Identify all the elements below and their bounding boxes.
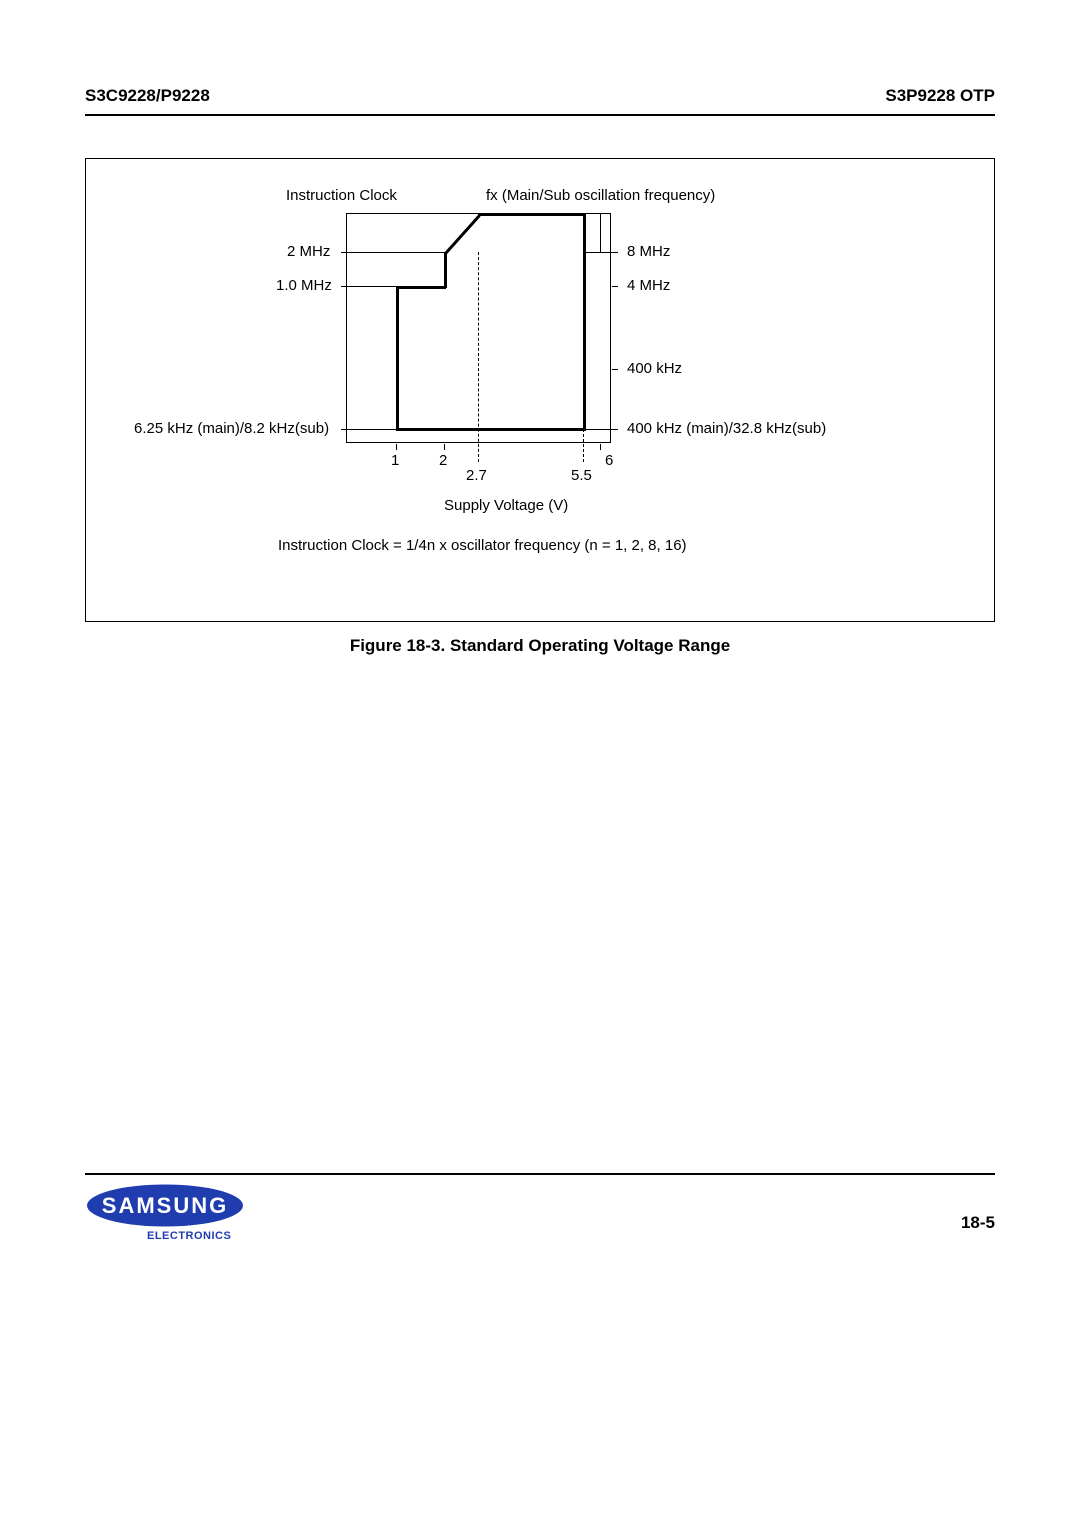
poly-diag — [444, 214, 481, 255]
xlabel-1: 1 — [391, 452, 399, 469]
xtick-1 — [396, 444, 397, 450]
xlabel-2: 2 — [439, 452, 447, 469]
page-number: 18-5 — [961, 1213, 995, 1233]
title-left: Instruction Clock — [286, 187, 397, 204]
header-right: S3P9228 OTP — [885, 86, 995, 106]
ref-min-right — [583, 429, 612, 430]
formula: Instruction Clock = 1/4n x oscillator fr… — [278, 537, 687, 554]
ref-1mhz-left — [347, 286, 396, 287]
tick-right-400 — [612, 369, 618, 370]
logo-subtext: ELECTRONICS — [147, 1230, 231, 1242]
lbl-8mhz: 8 MHz — [627, 243, 670, 260]
header-left: S3C9228/P9228 — [85, 86, 210, 106]
ref-min-left — [347, 429, 396, 430]
poly-left — [396, 286, 399, 431]
tick-right-4mhz — [612, 286, 618, 287]
x-axis-label: Supply Voltage (V) — [444, 497, 568, 514]
xlabel-55: 5.5 — [571, 467, 592, 484]
figure-box: Instruction Clock fx (Main/Sub oscillati… — [85, 158, 995, 622]
tick-right-min — [612, 429, 618, 430]
footer-rule — [85, 1173, 995, 1175]
title-right: fx (Main/Sub oscillation frequency) — [486, 187, 715, 204]
lbl-400: 400 kHz — [627, 360, 682, 377]
poly-top — [478, 213, 585, 216]
lbl-min-right: 400 kHz (main)/32.8 kHz(sub) — [627, 420, 826, 437]
poly-step1v — [444, 252, 447, 288]
xlabel-6: 6 — [605, 452, 613, 469]
lbl-min-left: 6.25 kHz (main)/8.2 kHz(sub) — [134, 420, 329, 437]
chart-frame — [346, 213, 611, 443]
xtick-6 — [600, 444, 601, 450]
page-header: S3C9228/P9228 S3P9228 OTP — [85, 86, 995, 112]
ref-8mhz-right — [583, 252, 612, 253]
header-rule — [85, 114, 995, 116]
figure-caption: Figure 18-3. Standard Operating Voltage … — [85, 636, 995, 656]
lbl-1mhz: 1.0 MHz — [276, 277, 332, 294]
samsung-logo: SAMSUNG — [85, 1183, 245, 1228]
tick-right-8mhz — [612, 252, 618, 253]
ref-2mhz-left — [347, 252, 444, 253]
poly-bottom — [396, 428, 585, 431]
xtick-2 — [444, 444, 445, 450]
lbl-4mhz: 4 MHz — [627, 277, 670, 294]
lbl-2mhz: 2 MHz — [287, 243, 330, 260]
poly-right — [583, 214, 586, 431]
xlabel-27: 2.7 — [466, 467, 487, 484]
ref-x6-v — [600, 214, 601, 252]
logo-text: SAMSUNG — [102, 1193, 228, 1218]
poly-step1 — [396, 286, 446, 289]
dash-55 — [583, 429, 584, 462]
page-footer: SAMSUNG ELECTRONICS 18-5 — [85, 1173, 995, 1242]
